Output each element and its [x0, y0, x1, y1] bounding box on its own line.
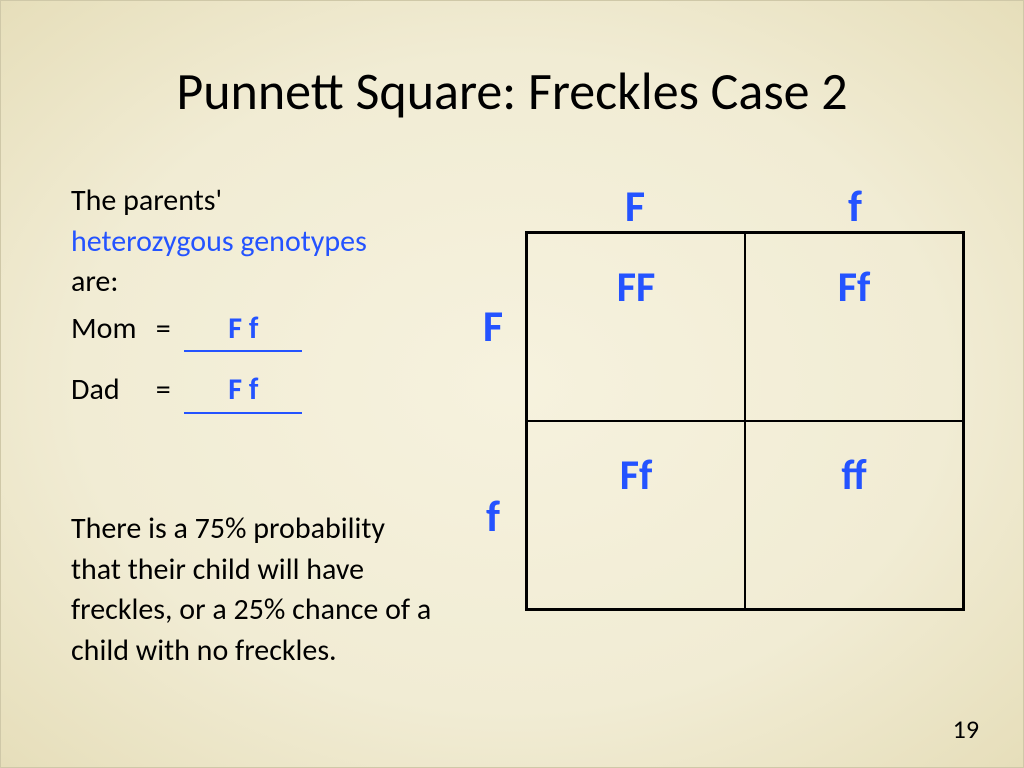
cell-0-0: FF [527, 233, 745, 421]
row-header-0: F [461, 231, 525, 421]
intro-text-block: The parents' heterozygous genotypes are:… [71, 181, 411, 432]
slide-title: Punnett Square: Freckles Case 2 [1, 59, 1023, 123]
cell-1-1: ff [745, 421, 963, 609]
dad-label: Dad [71, 370, 149, 411]
result-text: There is a 75% probability that their ch… [71, 509, 441, 671]
intro-suffix: are: [71, 263, 118, 300]
row-headers: F f [461, 231, 525, 611]
intro-highlight: heterozygous genotypes [71, 223, 367, 260]
dad-genotype: F f [184, 370, 302, 414]
dad-row: Dad = F f [71, 370, 411, 414]
parents-intro: The parents' heterozygous genotypes are:… [71, 181, 411, 414]
equals-sign: = [156, 310, 171, 347]
intro-line1: The parents' [71, 182, 222, 219]
page-number: 19 [953, 713, 979, 745]
mom-row: Mom = F f [71, 309, 411, 353]
row-header-1: f [461, 421, 525, 611]
punnett-grid: FF Ff Ff ff [525, 231, 965, 611]
equals-sign: = [156, 371, 171, 408]
cell-1-0: Ff [527, 421, 745, 609]
cell-0-1: Ff [745, 233, 963, 421]
mom-genotype: F f [184, 309, 302, 353]
col-header-0: F [525, 179, 745, 233]
col-header-1: f [745, 179, 965, 233]
column-headers: F f [525, 179, 965, 233]
mom-label: Mom [71, 309, 149, 350]
